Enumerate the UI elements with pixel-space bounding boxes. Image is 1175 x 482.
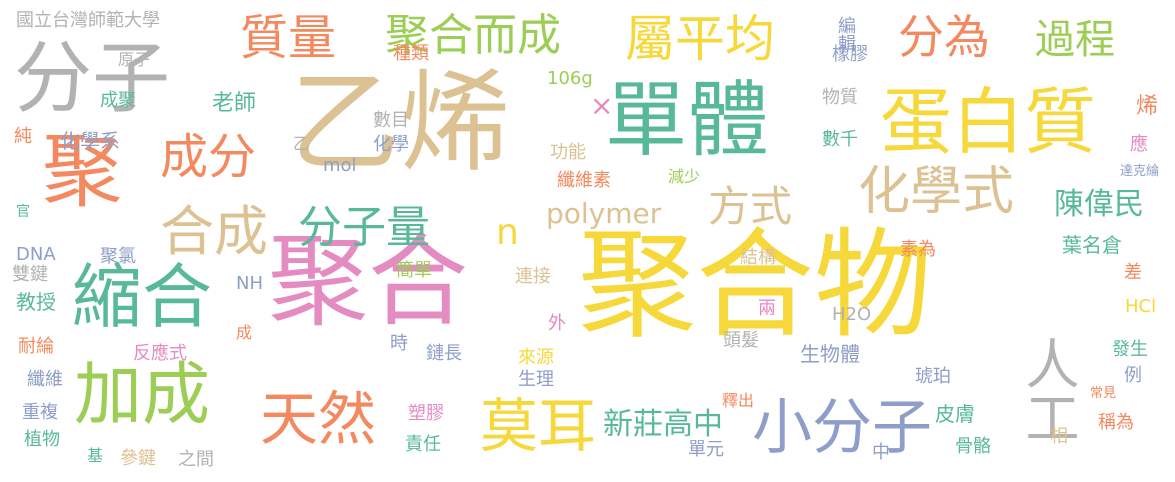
cloud-word-xiang: 相: [1050, 426, 1068, 447]
cloud-word-hcl: HCl: [1125, 296, 1157, 317]
cloud-word-moer: 莫耳: [480, 392, 597, 460]
cloud-word-guocheng: 過程: [1035, 17, 1115, 63]
cloud-word-suojiao: 塑膠: [408, 403, 444, 424]
cloud-word-huaxue: 化學: [373, 134, 409, 155]
cloud-word-jiegou: 結構: [740, 247, 776, 268]
cloud-word-xiangjiao: 橡膠: [832, 44, 868, 65]
cloud-word-chenweimin: 陳偉民: [1054, 187, 1144, 222]
cloud-word-ji: 基: [87, 446, 104, 465]
cloud-word-chongfu: 重複: [22, 402, 58, 423]
cloud-word-zhiliang: 質量: [240, 10, 337, 66]
cloud-word-huaxueshi: 化學式: [858, 162, 1015, 222]
cloud-word-xianwei: 纖維: [27, 369, 63, 390]
cloud-word-wuzhi: 物質: [822, 87, 858, 108]
cloud-word-nailun: 耐綸: [18, 336, 54, 357]
cloud-word-fasheng: 發生: [1112, 339, 1148, 360]
cloud-word-xinzhuang: 新莊高中: [603, 407, 723, 442]
cloud-word-liang: 兩: [758, 298, 776, 319]
cloud-word-ju: 聚: [42, 125, 122, 218]
cloud-word-danbaizhi: 蛋白質: [880, 80, 1097, 164]
cloud-word-laiyuan: 來源: [518, 347, 554, 368]
cloud-word-yixi: 乙烯: [290, 59, 510, 187]
cloud-word-pifu: 皮膚: [935, 402, 975, 426]
cloud-word-dakelun: 達克綸: [1120, 164, 1160, 179]
cloud-word-cheng: 成: [236, 323, 253, 342]
cloud-word-zeren: 責任: [405, 434, 441, 455]
cloud-word-fanyingshi: 反應式: [133, 343, 187, 364]
cloud-word-shengli: 生理: [518, 369, 554, 390]
cloud-word-chengju: 成聚: [100, 90, 136, 111]
cloud-word-juheerchen: 聚合而成: [385, 10, 561, 61]
cloud-word-shuangjian: 雙鍵: [12, 264, 48, 285]
cloud-word-changjian: 常見: [1090, 386, 1117, 401]
cloud-word-jiandan: 簡單: [396, 260, 432, 281]
cloud-word-zhijian: 之間: [178, 449, 214, 470]
cloud-word-x: ×: [590, 89, 614, 122]
cloud-word-hecheng: 合成: [160, 200, 268, 263]
cloud-word-huaxuexi: 化學系: [60, 129, 120, 153]
cloud-word-fangshi: 方式: [708, 182, 793, 231]
cloud-word-chun: 純: [14, 126, 32, 147]
cloud-word-polymer: polymer: [546, 197, 662, 230]
cloud-word-chengwei: 稱為: [1098, 412, 1134, 433]
cloud-word-shichu: 釋出: [722, 391, 755, 410]
cloud-word-ying: 應: [1130, 134, 1148, 155]
cloud-word-h2o: H2O: [832, 304, 872, 325]
cloud-word-xi: 烯: [1136, 94, 1159, 119]
cloud-word-n: n: [496, 212, 519, 253]
cloud-word-yemingcang: 葉名倉: [1062, 233, 1122, 257]
cloud-word-106g: 106g: [547, 68, 593, 89]
cloud-word-jiacheng: 加成: [74, 356, 211, 435]
cloud-word-shi: 時: [390, 333, 408, 354]
cloud-word-tianran: 天然: [260, 385, 377, 453]
cloud-word-hupo: 琥珀: [915, 366, 951, 387]
cloud-word-shumu: 數目: [373, 110, 409, 131]
cloud-word-lianchang: 鏈長: [426, 343, 462, 364]
cloud-word-guan: 官: [16, 204, 30, 220]
cloud-word-yi: 乙: [293, 134, 310, 153]
cloud-word-juhewu: 聚合物: [578, 216, 933, 354]
cloud-word-zhiwu: 植物: [24, 429, 60, 450]
cloud-word-fenzi: 分子: [14, 34, 171, 124]
cloud-word-fenwei: 分為: [898, 10, 990, 64]
cloud-word-mol: mol: [323, 155, 357, 176]
cloud-word-rengong: 人工: [1016, 336, 1079, 444]
cloud-word-jiaoshou: 教授: [16, 290, 56, 314]
cloud-word-dna: DNA: [16, 244, 56, 265]
cloud-word-danyuan: 單元: [688, 439, 724, 460]
cloud-word-danti: 單體: [605, 73, 770, 168]
cloud-word-nh: NH: [236, 273, 263, 294]
cloud-word-guge: 骨骼: [955, 436, 991, 457]
cloud-word-xianweisu: 纖維素: [557, 170, 611, 191]
cloud-word-shengwuti: 生物體: [800, 342, 860, 366]
cloud-word-yuanzi: 原子: [118, 50, 151, 69]
cloud-word-cha: 差: [1124, 262, 1142, 283]
cloud-word-chengfen: 成分: [160, 129, 257, 185]
cloud-word-gongneng: 功能: [550, 142, 586, 163]
cloud-word-canjian: 參鍵: [120, 448, 156, 469]
cloud-word-lianjie: 連接: [515, 266, 551, 287]
cloud-word-shupingjun: 屬平均: [625, 10, 775, 68]
cloud-word-bianji: 編輯: [835, 16, 856, 52]
cloud-word-wai: 外: [548, 313, 566, 334]
cloud-word-li: 例: [1124, 365, 1142, 386]
cloud-word-xiaofenzi: 小分子: [752, 393, 932, 463]
cloud-word-fenziliang: 分子量: [298, 202, 430, 253]
cloud-word-laoshi: 老師: [212, 91, 257, 116]
cloud-word-ntnu: 國立台灣師範大學: [16, 10, 160, 31]
cloud-word-zhong: 中: [872, 442, 890, 463]
cloud-word-juqing: 聚氯: [100, 246, 136, 267]
cloud-word-suwei: 素為: [900, 239, 936, 260]
cloud-word-shuqian: 數千: [822, 129, 858, 150]
cloud-word-zhonglei: 種類: [393, 43, 429, 64]
cloud-word-suohe: 縮合: [72, 256, 212, 338]
cloud-word-jianshao: 減少: [668, 167, 701, 186]
cloud-word-toufa: 頭髮: [723, 330, 759, 351]
cloud-word-juhe: 聚合: [268, 223, 468, 340]
